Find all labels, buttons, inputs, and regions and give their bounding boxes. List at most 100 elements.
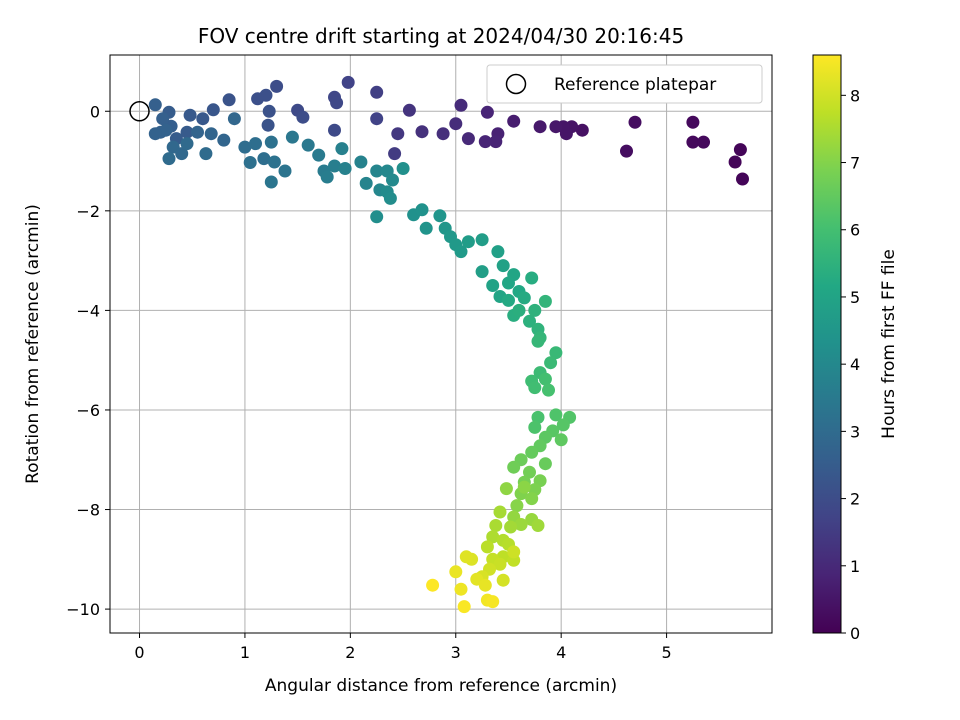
reference-platepar-marker — [129, 101, 150, 122]
data-point — [341, 75, 355, 89]
data-point — [330, 96, 344, 110]
data-point — [489, 135, 503, 149]
x-tick-label: 2 — [345, 643, 355, 662]
data-point — [227, 112, 241, 126]
colorbar-tick-label: 8 — [850, 86, 860, 105]
data-point — [175, 147, 189, 161]
data-point — [538, 457, 552, 471]
data-point — [454, 98, 468, 112]
data-point — [251, 92, 265, 106]
colorbar-tick-label: 1 — [850, 557, 860, 576]
x-tick-label: 0 — [134, 643, 144, 662]
colorbar-tick-label: 5 — [850, 288, 860, 307]
data-point — [383, 191, 397, 205]
data-point — [335, 142, 349, 156]
data-point — [480, 540, 494, 554]
data-point — [388, 147, 402, 161]
data-point — [686, 135, 700, 149]
data-point — [523, 465, 536, 479]
data-point — [486, 595, 500, 609]
data-point — [554, 433, 568, 447]
y-tick-label: −4 — [76, 301, 100, 320]
y-axis-label: Rotation from reference (arcmin) — [23, 204, 43, 484]
data-point — [370, 112, 384, 126]
data-point — [493, 557, 507, 571]
data-point — [433, 209, 447, 223]
data-point — [697, 135, 710, 149]
data-point — [628, 115, 642, 129]
data-point — [461, 132, 475, 146]
data-point — [180, 137, 194, 151]
data-point — [620, 144, 633, 158]
y-tick-label: 0 — [90, 102, 100, 121]
data-point — [402, 103, 416, 117]
colorbar-tick-label: 7 — [850, 154, 860, 173]
colorbar: 0 1 2 3 4 5 6 7 8 Hours from first FF file — [812, 54, 899, 643]
grid — [110, 55, 772, 633]
x-tick-label: 3 — [451, 643, 461, 662]
data-point — [502, 293, 515, 307]
data-point — [156, 112, 170, 126]
data-point — [575, 123, 589, 137]
data-point — [538, 294, 552, 308]
y-axis: 0 −2 −4 −6 −8 −10 — [66, 102, 110, 619]
colorbar-ticks: 0 1 2 3 4 5 6 7 8 — [841, 86, 860, 643]
data-point — [312, 148, 326, 162]
data-point — [217, 133, 231, 147]
data-point — [525, 492, 539, 506]
data-point — [486, 530, 500, 544]
data-point — [486, 279, 500, 292]
data-point — [370, 85, 384, 99]
data-point — [480, 105, 494, 119]
data-point — [320, 170, 334, 184]
data-point — [415, 125, 429, 139]
data-point — [517, 291, 531, 305]
data-point — [262, 104, 276, 118]
data-point — [296, 110, 310, 124]
data-point — [264, 135, 278, 149]
data-point — [507, 114, 521, 128]
data-point — [478, 578, 492, 592]
data-point — [528, 420, 542, 434]
data-point — [180, 125, 194, 139]
data-point — [461, 235, 475, 249]
data-point — [499, 482, 513, 496]
x-tick-label: 1 — [240, 643, 250, 662]
data-point — [686, 115, 700, 129]
colorbar-label: Hours from first FF file — [879, 249, 899, 439]
data-points — [148, 75, 749, 614]
legend-box — [486, 64, 763, 104]
data-point — [525, 271, 539, 285]
data-point — [507, 545, 521, 559]
data-point — [459, 550, 473, 564]
data-point — [517, 480, 531, 494]
data-point — [148, 127, 162, 141]
data-point — [386, 173, 399, 187]
data-point — [493, 505, 507, 519]
data-point — [415, 203, 429, 217]
data-point — [206, 103, 220, 117]
chart-title: FOV centre drift starting at 2024/04/30 … — [198, 24, 684, 48]
data-point — [549, 346, 563, 360]
data-point — [238, 140, 252, 154]
data-point — [523, 314, 536, 328]
data-point — [436, 127, 450, 141]
x-axis: 0 1 2 3 4 5 — [134, 633, 672, 662]
data-point — [507, 460, 521, 474]
data-point — [496, 573, 510, 587]
data-point — [549, 120, 563, 134]
data-point — [454, 245, 468, 259]
colorbar-tick-label: 6 — [850, 221, 860, 240]
data-point — [426, 578, 440, 592]
y-tick-label: −2 — [76, 202, 100, 221]
data-point — [512, 303, 526, 317]
data-point — [528, 303, 542, 317]
data-point — [301, 138, 315, 152]
y-tick-label: −10 — [66, 600, 100, 619]
data-point — [733, 143, 747, 157]
colorbar-tick-label: 0 — [850, 624, 860, 643]
data-point — [504, 520, 518, 534]
legend: Reference platepar — [486, 64, 763, 104]
data-point — [222, 93, 236, 107]
